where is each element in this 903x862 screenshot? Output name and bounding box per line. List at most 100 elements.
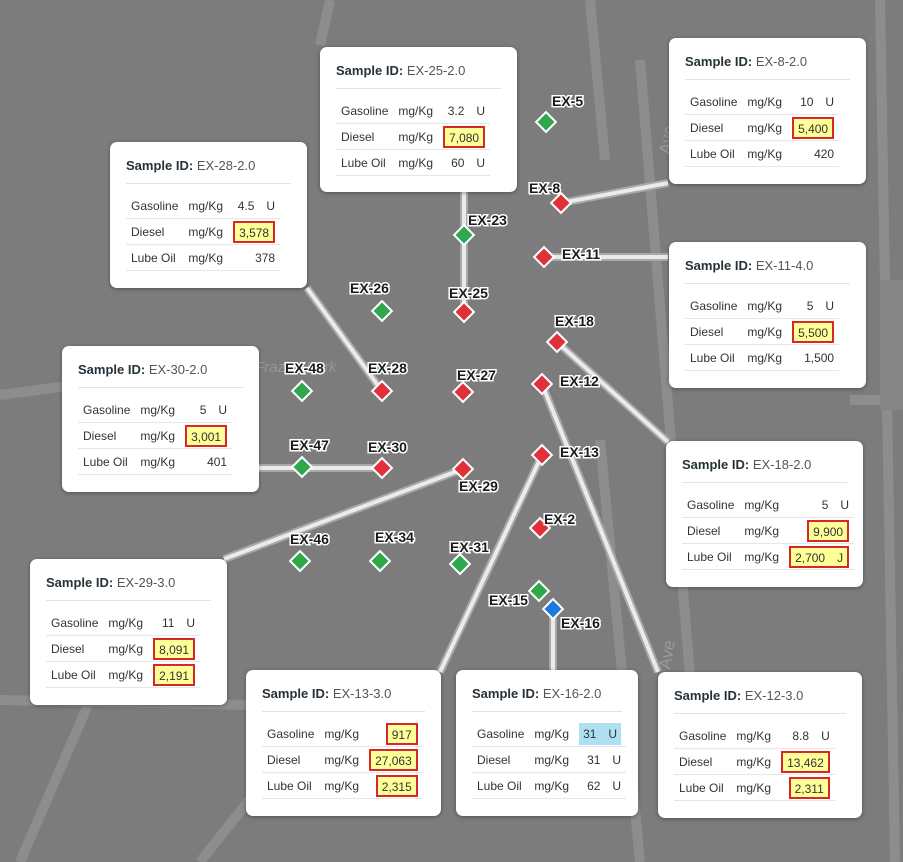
- leader-line: [540, 383, 660, 673]
- sample-card-ex-18[interactable]: Sample ID: EX-18-2.0 Gasoline mg/Kg 5 U Dies…: [666, 441, 863, 587]
- unit: mg/Kg: [742, 114, 788, 141]
- sample-location-ex-12[interactable]: EX-12: [530, 372, 601, 396]
- result-row: Diesel mg/Kg 13,462: [674, 748, 835, 775]
- sample-id-label: Sample ID:: [126, 158, 194, 173]
- diamond-marker-icon[interactable]: [549, 191, 573, 215]
- result-value-cell: 13,462: [776, 748, 835, 775]
- sample-id-label: Sample ID:: [682, 457, 750, 472]
- unit: mg/Kg: [393, 123, 439, 150]
- sample-card-ex-12[interactable]: Sample ID: EX-12-3.0 Gasoline mg/Kg 8.8 U Di…: [658, 672, 862, 818]
- diamond-marker-icon[interactable]: [368, 549, 392, 573]
- diamond-marker-icon[interactable]: [290, 379, 314, 403]
- sample-location-ex-29[interactable]: EX-29: [451, 457, 500, 496]
- diamond-marker-icon[interactable]: [451, 380, 475, 404]
- result-value-cell: 60 U: [438, 149, 491, 176]
- sample-location-ex-30[interactable]: EX-30: [367, 438, 409, 480]
- sample-location-ex-25[interactable]: EX-25: [448, 284, 490, 324]
- sample-location-ex-8[interactable]: EX-8: [528, 179, 573, 215]
- diamond-marker-icon[interactable]: [527, 579, 551, 603]
- results-table: Gasoline mg/Kg 11 U Diesel mg/Kg 8,091 Lube Oil…: [46, 610, 201, 688]
- sample-card-ex-28[interactable]: Sample ID: EX-28-2.0 Gasoline mg/Kg 4.5 U Di…: [110, 142, 307, 288]
- unit: mg/Kg: [393, 149, 439, 176]
- nondetect-highlight: 31 U: [579, 722, 622, 745]
- result-row: Diesel mg/Kg 31 U: [472, 746, 627, 773]
- analyte-name: Lube Oil: [46, 661, 104, 688]
- marker-label: EX-13: [560, 444, 599, 460]
- sample-location-ex-11[interactable]: EX-11: [532, 245, 602, 269]
- diamond-marker-icon[interactable]: [370, 456, 394, 480]
- sample-location-ex-2[interactable]: EX-2: [528, 510, 577, 540]
- diamond-marker-icon[interactable]: [530, 372, 554, 396]
- leader-line: [555, 340, 670, 444]
- sample-location-ex-16[interactable]: EX-16: [541, 597, 602, 633]
- sample-id: EX-18-2.0: [752, 457, 812, 472]
- diamond-marker-icon[interactable]: [528, 516, 552, 540]
- result-value-cell: 9,900: [784, 517, 855, 544]
- analyte-name: Gasoline: [685, 89, 743, 115]
- result-row: Lube Oil mg/Kg 378: [126, 244, 281, 271]
- marker-label: EX-34: [375, 529, 414, 545]
- analyte-name: Lube Oil: [682, 543, 740, 570]
- diamond-marker-icon[interactable]: [534, 110, 558, 134]
- sample-location-ex-15[interactable]: EX-15: [488, 579, 551, 610]
- marker-label: EX-11: [562, 246, 600, 262]
- sample-location-ex-48[interactable]: EX-48: [284, 359, 326, 403]
- qualifier: U: [612, 778, 622, 793]
- card-header: Sample ID: EX-11-4.0: [685, 242, 850, 284]
- sample-card-ex-25[interactable]: Sample ID: EX-25-2.0 Gasoline mg/Kg 3.2 U Di…: [320, 47, 517, 192]
- marker-label: EX-15: [489, 592, 528, 608]
- diamond-marker-icon[interactable]: [541, 597, 565, 621]
- sample-location-ex-26[interactable]: EX-26: [349, 279, 394, 323]
- sample-location-ex-28[interactable]: EX-28: [367, 359, 409, 403]
- diamond-marker-icon[interactable]: [288, 549, 312, 573]
- analyte-name: Gasoline: [126, 193, 184, 219]
- diamond-marker-icon[interactable]: [532, 245, 556, 269]
- leader-line: [560, 181, 669, 205]
- diamond-marker-icon[interactable]: [451, 457, 475, 481]
- result-value: 3.2 U: [448, 104, 485, 118]
- sample-location-ex-31[interactable]: EX-31: [448, 538, 491, 576]
- sample-location-ex-18[interactable]: EX-18: [545, 312, 596, 354]
- unit: mg/Kg: [183, 244, 229, 271]
- unit: mg/Kg: [135, 448, 181, 475]
- result-value-cell: 5,400: [787, 114, 840, 141]
- unit: mg/Kg: [731, 748, 777, 775]
- qualifier: U: [840, 497, 850, 512]
- sample-card-ex-11[interactable]: Sample ID: EX-11-4.0 Gasoline mg/Kg 5 U Dies…: [669, 242, 866, 388]
- qualifier: U: [186, 615, 196, 630]
- sample-card-ex-16[interactable]: Sample ID: EX-16-2.0 Gasoline mg/Kg 31 U Die…: [456, 670, 638, 816]
- qualifier: U: [218, 402, 228, 417]
- sample-location-ex-5[interactable]: EX-5: [534, 92, 585, 134]
- diamond-marker-icon[interactable]: [545, 330, 569, 354]
- sample-card-ex-8[interactable]: Sample ID: EX-8-2.0 Gasoline mg/Kg 10 U Dies…: [669, 38, 866, 184]
- diamond-marker-icon[interactable]: [448, 552, 472, 576]
- sample-card-ex-13[interactable]: Sample ID: EX-13-3.0 Gasoline mg/Kg 917 Die…: [246, 670, 441, 816]
- diamond-marker-icon[interactable]: [452, 300, 476, 324]
- value-text: 5: [199, 402, 207, 417]
- diamond-marker-icon[interactable]: [452, 223, 476, 247]
- sample-location-ex-46[interactable]: EX-46: [288, 530, 331, 573]
- result-row: Lube Oil mg/Kg 62 U: [472, 772, 627, 799]
- sample-location-ex-13[interactable]: EX-13: [530, 443, 601, 467]
- result-row: Diesel mg/Kg 27,063: [262, 746, 423, 773]
- diamond-marker-icon[interactable]: [370, 299, 394, 323]
- result-value-cell: 8.8 U: [776, 723, 835, 749]
- diamond-marker-icon[interactable]: [290, 455, 314, 479]
- sample-location-ex-23[interactable]: EX-23: [452, 211, 509, 247]
- result-row: Lube Oil mg/Kg 2,315: [262, 772, 423, 799]
- analyte-name: Diesel: [472, 746, 530, 773]
- result-value-cell: 27,063: [364, 746, 423, 773]
- value-text: 10: [800, 94, 814, 109]
- sample-card-ex-29[interactable]: Sample ID: EX-29-3.0 Gasoline mg/Kg 11 U Die…: [30, 559, 227, 705]
- marker-label: EX-16: [561, 615, 600, 631]
- sample-location-ex-47[interactable]: EX-47: [289, 436, 331, 479]
- sample-card-ex-30[interactable]: Sample ID: EX-30-2.0 Gasoline mg/Kg 5 U Dies…: [62, 346, 259, 492]
- exceedance-highlight: 2,700 J: [789, 545, 850, 568]
- sample-location-ex-27[interactable]: EX-27: [451, 366, 498, 404]
- sample-location-ex-34[interactable]: EX-34: [368, 528, 416, 573]
- diamond-marker-icon[interactable]: [530, 443, 554, 467]
- sample-id-label: Sample ID:: [685, 258, 753, 273]
- value-text: 5: [821, 497, 829, 512]
- diamond-marker-icon[interactable]: [370, 379, 394, 403]
- value-text: 8.8: [792, 728, 810, 743]
